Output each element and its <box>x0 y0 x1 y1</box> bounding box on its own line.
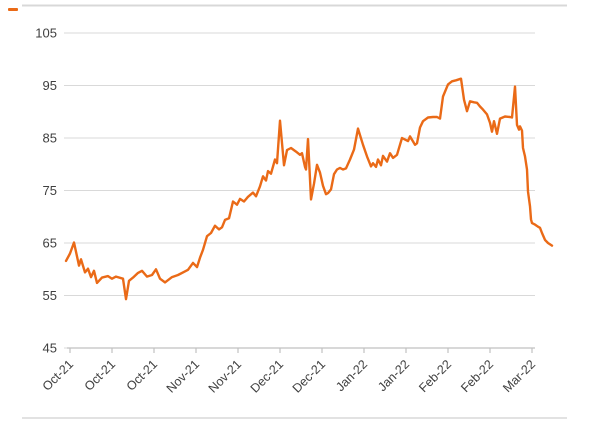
y-axis-label-55: 55 <box>43 288 57 303</box>
x-axis-label-1: Oct-21 <box>82 357 118 393</box>
x-axis-label-11: Mar-22 <box>500 357 538 395</box>
x-axis-label-3: Nov-21 <box>164 357 202 395</box>
x-axis-label-10: Feb-22 <box>458 357 496 395</box>
series-line-price-index <box>64 77 554 301</box>
y-axis-label-105: 105 <box>35 26 57 41</box>
y-axis-label-85: 85 <box>43 131 57 146</box>
y-axis-label-95: 95 <box>43 78 57 93</box>
y-axis-label-75: 75 <box>43 183 57 198</box>
x-axis-label-6: Dec-21 <box>290 357 328 395</box>
x-axis-label-9: Feb-22 <box>416 357 454 395</box>
x-axis-label-7: Jan-22 <box>333 357 370 394</box>
x-axis-label-0: Oct-21 <box>40 357 76 393</box>
y-axis-label-45: 45 <box>43 341 57 356</box>
x-axis-label-5: Dec-21 <box>248 357 286 395</box>
x-axis-label-2: Oct-21 <box>124 357 160 393</box>
y-axis-label-65: 65 <box>43 236 57 251</box>
brand-dash <box>8 8 18 11</box>
x-axis-label-8: Jan-22 <box>375 357 412 394</box>
x-axis-label-4: Nov-21 <box>206 357 244 395</box>
